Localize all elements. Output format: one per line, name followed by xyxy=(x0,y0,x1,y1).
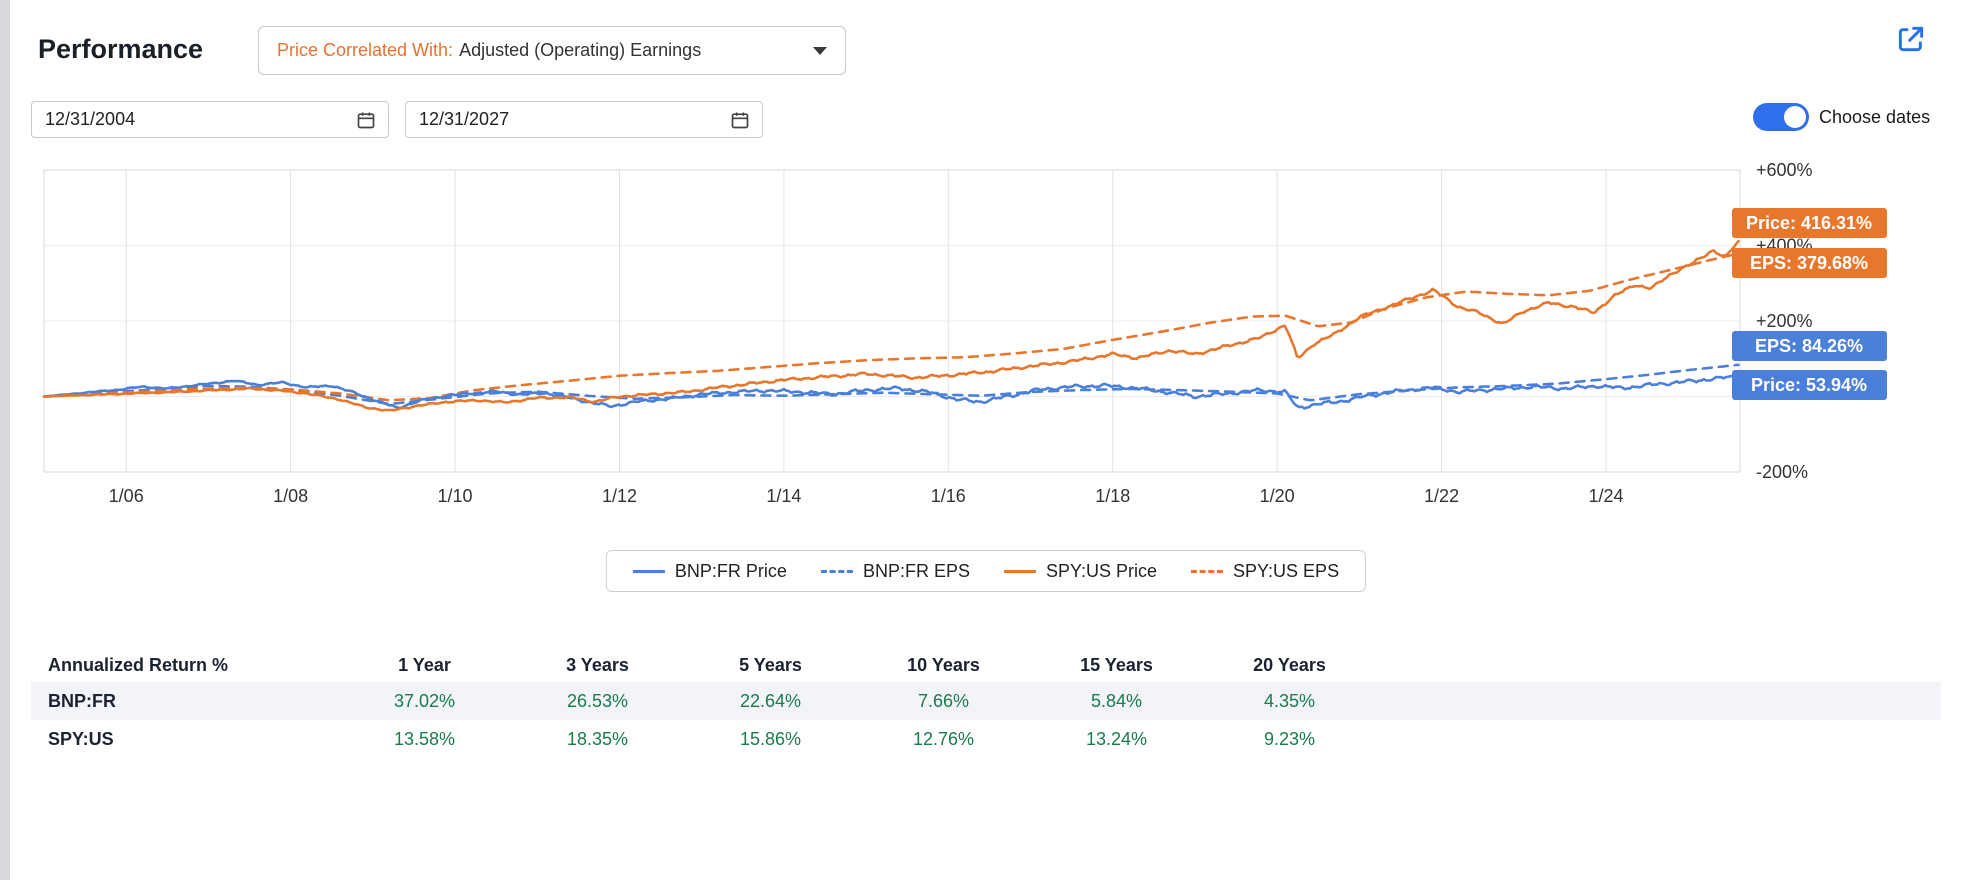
return-value: 37.02% xyxy=(393,690,456,711)
choose-dates-label: Choose dates xyxy=(1819,106,1931,127)
performance-chart[interactable]: 1/06 1/08 1/10 1/12 1/14 1/16 1/18 1/20 1/22 1/24… xyxy=(0,160,1972,530)
table-header-cell: 1 Year xyxy=(398,654,451,675)
end-value-label: Price: 416.31% xyxy=(1746,213,1872,233)
legend-line-sample xyxy=(632,569,665,573)
calendar-icon[interactable] xyxy=(730,110,750,130)
x-axis-label: 1/20 xyxy=(1260,486,1295,506)
legend-line-sample xyxy=(1191,569,1224,573)
series-line-bnp-fr-price xyxy=(42,374,1740,410)
start-date-input[interactable] xyxy=(32,109,356,130)
correlate-label: Price Correlated With: xyxy=(277,40,454,60)
series-line-spy-us-price xyxy=(42,240,1740,412)
x-axis-label: 1/24 xyxy=(1588,486,1623,506)
return-value: 15.86% xyxy=(739,728,802,749)
x-axis-label: 1/16 xyxy=(931,486,966,506)
toggle-knob xyxy=(1784,106,1806,128)
choose-dates-control: Choose dates xyxy=(1753,103,1930,131)
table-header-row: Annualized Return % 1 Year 3 Years 5 Years 1… xyxy=(31,648,1941,682)
x-axis-label: 1/06 xyxy=(109,486,144,506)
return-value: 26.53% xyxy=(566,690,629,711)
table-header-cell: Annualized Return % xyxy=(48,654,229,675)
chart-legend: BNP:FR Price BNP:FR EPS SPY:US Price SPY:US… xyxy=(605,550,1367,592)
return-value: 13.24% xyxy=(1085,728,1148,749)
return-value: 5.84% xyxy=(1090,690,1143,711)
table-row: SPY:US 13.58% 18.35% 15.86% 12.76% 13.24% 9.23… xyxy=(31,720,1941,758)
return-value: 4.35% xyxy=(1263,690,1316,711)
correlate-value: Adjusted (Operating) Earnings xyxy=(459,40,702,60)
legend-item-bnp-fr-price[interactable]: BNP:FR Price xyxy=(632,560,787,582)
return-value: 18.35% xyxy=(566,728,629,749)
legend-item-spy-us-price[interactable]: SPY:US Price xyxy=(1003,560,1158,582)
y-axis-label: -200% xyxy=(1756,462,1808,482)
end-date-field xyxy=(405,101,763,138)
x-axis-label: 1/10 xyxy=(438,486,473,506)
table-header-cell: 20 Years xyxy=(1253,654,1326,675)
legend-item-label: BNP:FR EPS xyxy=(862,560,970,581)
y-axis-label: +200% xyxy=(1756,311,1813,331)
start-date-field xyxy=(31,101,389,138)
legend-item-bnp-fr-eps[interactable]: BNP:FR EPS xyxy=(820,560,970,582)
table-row: BNP:FR 37.02% 26.53% 22.64% 7.66% 5.84% 4.35% xyxy=(31,682,1941,720)
table-header-cell: 3 Years xyxy=(566,654,629,675)
calendar-icon[interactable] xyxy=(356,110,376,130)
y-axis-label: +600% xyxy=(1756,160,1813,180)
return-value: 13.58% xyxy=(393,728,456,749)
page-title: Performance xyxy=(38,34,204,64)
x-axis-label: 1/18 xyxy=(1095,486,1130,506)
end-value-badge xyxy=(1732,370,1887,400)
x-axis-label: 1/08 xyxy=(273,486,308,506)
external-link-icon[interactable] xyxy=(1895,23,1927,55)
choose-dates-toggle[interactable] xyxy=(1753,103,1809,131)
ticker-label: BNP:FR xyxy=(48,690,116,711)
x-axis-label: 1/22 xyxy=(1424,486,1459,506)
table-header-cell: 10 Years xyxy=(907,654,980,675)
chevron-down-icon xyxy=(813,46,827,55)
legend-item-label: SPY:US EPS xyxy=(1233,560,1340,581)
end-value-badge xyxy=(1732,208,1887,238)
series-line-bnp-fr-eps xyxy=(42,363,1740,406)
legend-item-label: SPY:US Price xyxy=(1045,560,1158,581)
legend-line-sample xyxy=(820,569,853,573)
x-axis-label: 1/14 xyxy=(766,486,801,506)
return-value: 9.23% xyxy=(1263,728,1316,749)
table-header-cell: 15 Years xyxy=(1080,654,1153,675)
price-correlated-dropdown[interactable]: Price Correlated With: Adjusted (Operati… xyxy=(258,26,846,75)
end-value-badge xyxy=(1732,331,1887,361)
end-value-label: EPS: 379.68% xyxy=(1750,253,1868,273)
plot-border xyxy=(43,169,1741,473)
end-date-input[interactable] xyxy=(406,109,730,130)
end-value-label: Price: 53.94% xyxy=(1751,375,1867,395)
series-line-spy-us-eps xyxy=(42,252,1740,402)
legend-line-sample xyxy=(1003,569,1036,573)
return-value: 7.66% xyxy=(917,690,970,711)
legend-item-label: BNP:FR Price xyxy=(674,560,787,581)
ticker-label: SPY:US xyxy=(48,728,114,749)
table-header-cell: 5 Years xyxy=(739,654,802,675)
return-value: 12.76% xyxy=(912,728,975,749)
x-axis-label: 1/12 xyxy=(602,486,637,506)
return-value: 22.64% xyxy=(739,690,802,711)
legend-item-spy-us-eps[interactable]: SPY:US EPS xyxy=(1191,561,1339,582)
end-value-badge xyxy=(1732,248,1887,278)
annualized-return-table: Annualized Return % 1 Year 3 Years 5 Years 1… xyxy=(31,648,1941,758)
end-value-label: EPS: 84.26% xyxy=(1755,336,1863,356)
page-edge-strip xyxy=(0,0,10,880)
